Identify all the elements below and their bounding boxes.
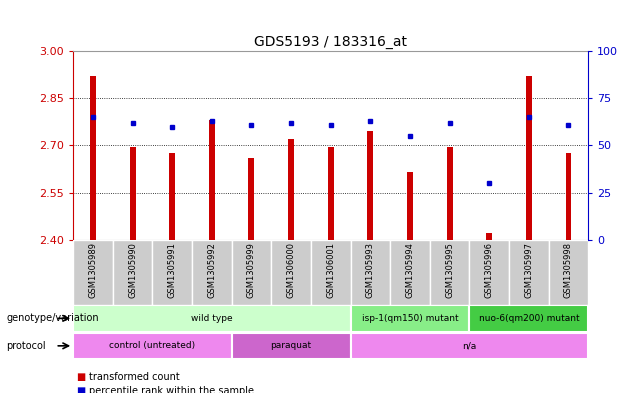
Text: percentile rank within the sample: percentile rank within the sample bbox=[89, 386, 254, 393]
FancyBboxPatch shape bbox=[469, 240, 509, 305]
FancyBboxPatch shape bbox=[430, 240, 469, 305]
FancyBboxPatch shape bbox=[73, 305, 350, 332]
Text: GSM1305992: GSM1305992 bbox=[207, 242, 216, 298]
FancyBboxPatch shape bbox=[232, 332, 350, 359]
Text: ■: ■ bbox=[76, 372, 86, 382]
FancyBboxPatch shape bbox=[153, 240, 192, 305]
Text: nuo-6(qm200) mutant: nuo-6(qm200) mutant bbox=[478, 314, 579, 323]
Bar bbox=[487, 233, 492, 240]
FancyBboxPatch shape bbox=[549, 240, 588, 305]
FancyBboxPatch shape bbox=[73, 332, 232, 359]
Text: GSM1306001: GSM1306001 bbox=[326, 242, 335, 298]
Text: genotype/variation: genotype/variation bbox=[6, 313, 99, 323]
FancyBboxPatch shape bbox=[232, 240, 272, 305]
FancyBboxPatch shape bbox=[113, 240, 153, 305]
Bar bbox=[446, 147, 453, 240]
Text: GSM1305993: GSM1305993 bbox=[366, 242, 375, 298]
Text: isp-1(qm150) mutant: isp-1(qm150) mutant bbox=[362, 314, 459, 323]
FancyBboxPatch shape bbox=[390, 240, 430, 305]
Text: ■: ■ bbox=[76, 386, 86, 393]
Text: n/a: n/a bbox=[462, 342, 476, 350]
FancyBboxPatch shape bbox=[311, 240, 350, 305]
Bar bbox=[130, 147, 135, 240]
FancyBboxPatch shape bbox=[469, 305, 588, 332]
Bar bbox=[368, 131, 373, 240]
Text: wild type: wild type bbox=[191, 314, 233, 323]
Text: GSM1305996: GSM1305996 bbox=[485, 242, 494, 298]
Text: transformed count: transformed count bbox=[89, 372, 180, 382]
Bar bbox=[328, 147, 334, 240]
Text: GSM1305994: GSM1305994 bbox=[406, 242, 415, 298]
FancyBboxPatch shape bbox=[509, 240, 549, 305]
Title: GDS5193 / 183316_at: GDS5193 / 183316_at bbox=[254, 35, 407, 49]
Text: GSM1305998: GSM1305998 bbox=[564, 242, 573, 298]
Text: GSM1305990: GSM1305990 bbox=[128, 242, 137, 298]
Bar bbox=[169, 153, 175, 240]
Text: GSM1306000: GSM1306000 bbox=[287, 242, 296, 298]
Bar bbox=[209, 120, 215, 240]
Text: GSM1305997: GSM1305997 bbox=[524, 242, 534, 298]
FancyBboxPatch shape bbox=[350, 305, 469, 332]
Bar bbox=[526, 76, 532, 240]
Text: GSM1305999: GSM1305999 bbox=[247, 242, 256, 298]
FancyBboxPatch shape bbox=[73, 240, 113, 305]
Text: control (untreated): control (untreated) bbox=[109, 342, 195, 350]
Bar bbox=[565, 153, 572, 240]
Text: GSM1305989: GSM1305989 bbox=[88, 242, 97, 298]
FancyBboxPatch shape bbox=[272, 240, 311, 305]
Bar bbox=[249, 158, 254, 240]
Bar bbox=[90, 76, 96, 240]
Text: protocol: protocol bbox=[6, 341, 46, 351]
Text: GSM1305991: GSM1305991 bbox=[168, 242, 177, 298]
FancyBboxPatch shape bbox=[192, 240, 232, 305]
Bar bbox=[288, 139, 294, 240]
FancyBboxPatch shape bbox=[350, 240, 390, 305]
Bar bbox=[407, 172, 413, 240]
Text: GSM1305995: GSM1305995 bbox=[445, 242, 454, 298]
FancyBboxPatch shape bbox=[350, 332, 588, 359]
Text: paraquat: paraquat bbox=[270, 342, 312, 350]
